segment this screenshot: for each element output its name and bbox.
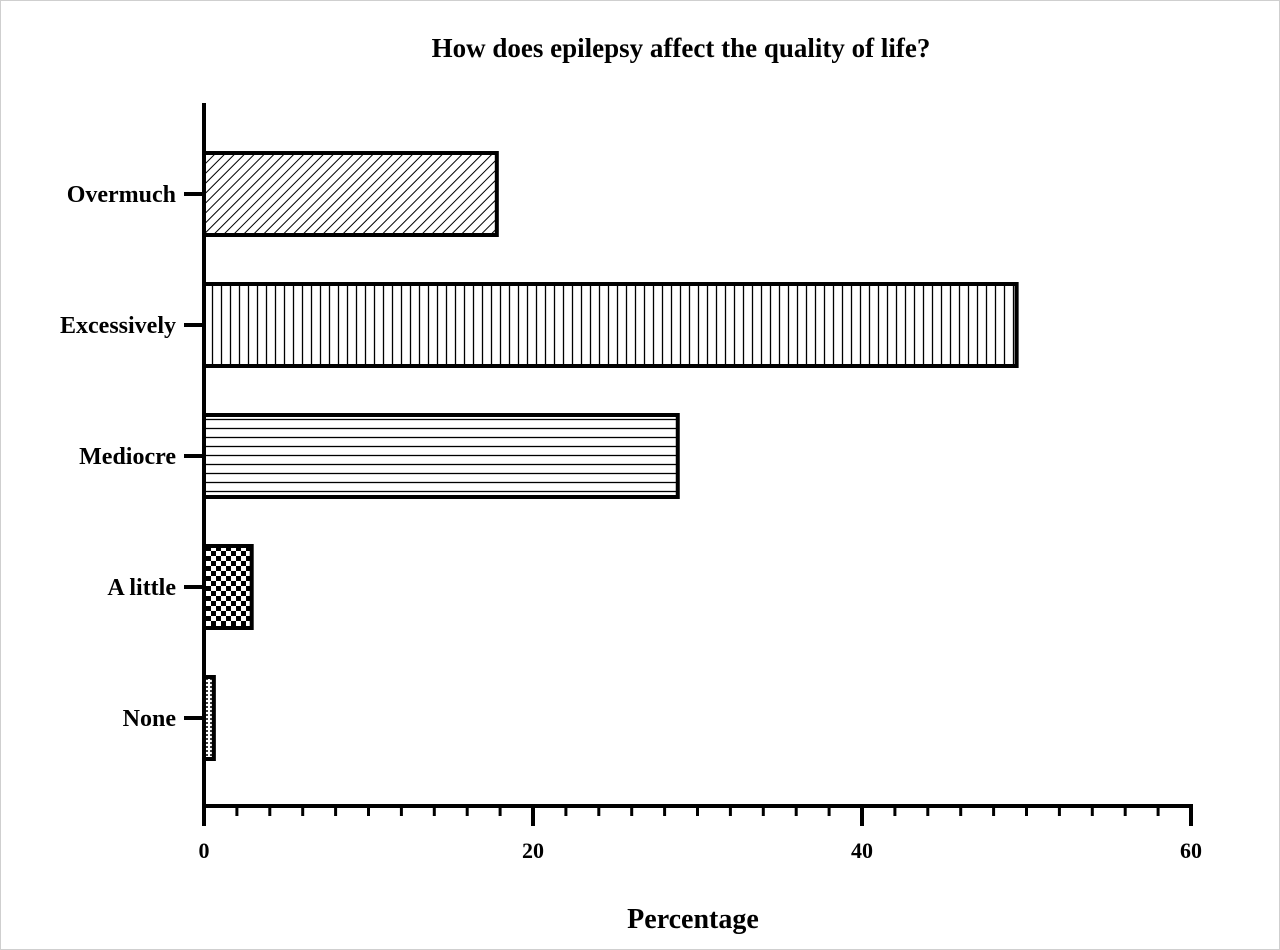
x-tick-label: 40 — [851, 838, 873, 863]
bar-a-little — [202, 544, 254, 630]
category-label-a-little: A little — [107, 575, 176, 601]
x-axis-label: Percentage — [627, 904, 759, 935]
bars-group — [202, 151, 1019, 761]
bar-excessively — [202, 282, 1019, 368]
bar-overmuch — [202, 151, 499, 237]
category-label-overmuch: Overmuch — [67, 182, 176, 208]
chart-title: How does epilepsy affect the quality of … — [432, 33, 931, 63]
x-tick-label: 20 — [522, 838, 544, 863]
category-label-excessively: Excessively — [60, 313, 176, 339]
category-label-mediocre: Mediocre — [79, 444, 176, 470]
x-tick-label: 60 — [1180, 838, 1202, 863]
x-tick-label: 0 — [199, 838, 210, 863]
bar-mediocre — [202, 413, 680, 499]
labels-group: Overmuch Excessively Mediocre A little None 0… — [60, 182, 1202, 863]
axes-group — [184, 103, 1193, 826]
category-label-none: None — [123, 706, 177, 732]
